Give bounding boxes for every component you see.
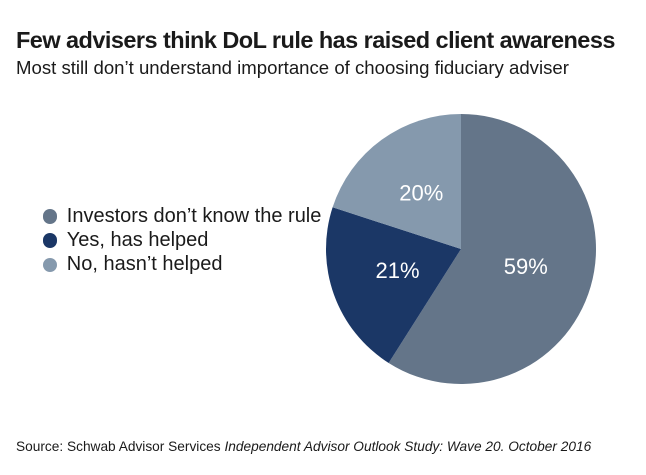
svg-text:21%: 21% [375, 258, 419, 283]
svg-text:20%: 20% [399, 180, 443, 205]
svg-text:59%: 59% [504, 254, 548, 279]
